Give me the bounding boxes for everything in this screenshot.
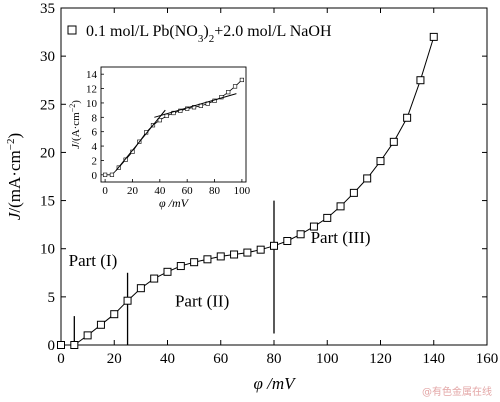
- y-tick-label: 0: [48, 338, 56, 354]
- inset-y-tick-label: 12: [86, 84, 97, 96]
- data-point: [349, 188, 358, 197]
- data-point: [123, 296, 132, 305]
- data-point: [176, 262, 185, 271]
- y-tick-label: 35: [40, 1, 55, 17]
- y-tick-label: 10: [40, 242, 55, 258]
- data-point: [336, 202, 345, 211]
- data-point: [256, 245, 265, 254]
- data-point: [323, 213, 332, 222]
- inset-x-tick-label: 60: [182, 185, 194, 197]
- x-axis-label: φ /mV: [253, 374, 297, 393]
- data-point: [283, 237, 292, 246]
- data-point: [363, 174, 372, 183]
- data-point: [416, 76, 425, 85]
- data-point: [203, 255, 212, 264]
- data-point: [110, 310, 119, 319]
- y-axis-label: J/(mA·cm−2): [5, 133, 24, 220]
- legend-label: 0.1 mol/L Pb(NO3)2+2.0 mol/L NaOH: [86, 23, 332, 45]
- inset-fit-line: [115, 109, 166, 171]
- data-point: [163, 267, 172, 276]
- data-point: [429, 32, 438, 41]
- x-tick-label: 160: [476, 351, 499, 367]
- data-point: [230, 250, 239, 259]
- x-tick-label: 140: [423, 351, 446, 367]
- data-point: [216, 252, 225, 261]
- inset-x-tick-label: 0: [102, 185, 108, 197]
- x-tick-label: 40: [160, 351, 175, 367]
- inset-frame: [100, 66, 247, 183]
- x-tick-label: 0: [57, 351, 65, 367]
- data-point: [270, 241, 278, 250]
- inset-data-point: [103, 172, 108, 177]
- inset-x-axis-label: φ /mV: [159, 196, 190, 210]
- y-tick-label: 5: [48, 290, 56, 306]
- data-point: [309, 222, 318, 231]
- inset-y-tick-label: 0: [92, 170, 98, 182]
- y-tick-label: 30: [40, 49, 55, 65]
- inset-y-tick-label: 14: [86, 69, 98, 81]
- data-point: [190, 258, 199, 267]
- inset-x-tick-label: 100: [234, 185, 251, 197]
- data-point: [376, 157, 385, 166]
- inset-data-point: [178, 108, 183, 113]
- inset-data-point: [239, 77, 244, 83]
- data-point: [296, 230, 305, 239]
- part-annotation: Part (II): [175, 291, 229, 310]
- inset-data-point: [226, 90, 231, 95]
- part-annotation: Part (I): [69, 251, 118, 270]
- inset-data-point: [109, 172, 115, 177]
- y-tick-label: 15: [40, 194, 55, 210]
- inset-y-tick-label: 4: [92, 141, 98, 153]
- inset-data-point: [157, 118, 162, 123]
- y-tick-label: 25: [40, 97, 55, 113]
- inset-data-point: [232, 84, 238, 89]
- inset-x-tick-label: 20: [127, 185, 139, 197]
- data-point: [403, 113, 412, 122]
- legend-marker: [67, 25, 77, 35]
- inset-plot: 0 20 40 60 80 100 0 2 4 6 8 10 12 14 φ /mV J/(A·cm−2): [68, 66, 251, 210]
- inset-x-tick-label: 80: [209, 185, 221, 197]
- inset-data-point: [123, 157, 128, 162]
- data-point: [389, 137, 398, 146]
- inset-fit-line: [154, 93, 237, 118]
- inset-y-tick-label: 8: [92, 112, 98, 124]
- y-tick-label: 20: [40, 145, 55, 161]
- data-point: [96, 320, 105, 329]
- data-point: [243, 248, 252, 257]
- inset-y-tick-label: 10: [86, 98, 98, 110]
- data-point: [57, 341, 65, 349]
- inset-y-tick-label: 6: [92, 127, 98, 139]
- x-tick-label: 80: [267, 351, 282, 367]
- x-tick-label: 100: [316, 351, 339, 367]
- watermark: @有色金属在线: [422, 387, 492, 398]
- data-point: [150, 274, 159, 283]
- inset-y-tick-label: 2: [92, 155, 98, 167]
- inset-data-point: [171, 110, 176, 116]
- x-tick-label: 20: [107, 351, 122, 367]
- data-point: [136, 284, 145, 293]
- data-point: [83, 331, 92, 340]
- x-tick-label: 60: [213, 351, 228, 367]
- data-point: [70, 341, 79, 349]
- part-annotation: Part (III): [311, 228, 371, 247]
- inset-y-axis-label: J/(A·cm−2): [68, 100, 83, 149]
- inset-x-tick-label: 40: [154, 185, 166, 197]
- x-tick-label: 120: [369, 351, 392, 367]
